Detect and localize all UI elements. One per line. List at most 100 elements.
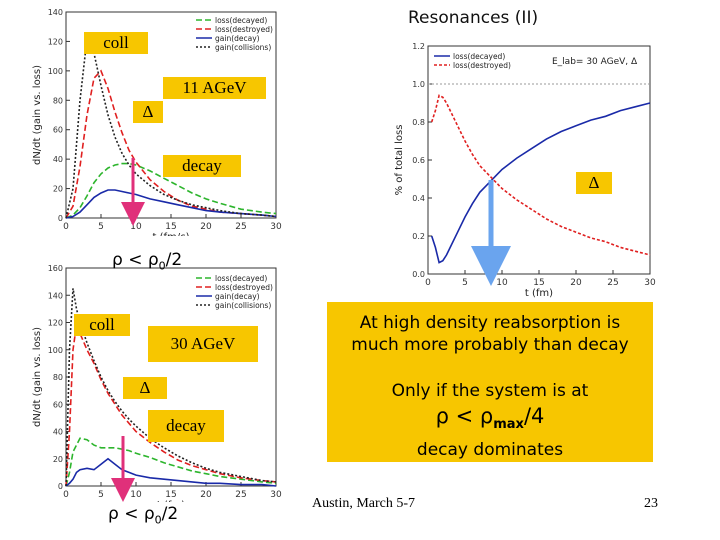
- x-axis-label: t (fm/c): [152, 232, 189, 236]
- density-condition-top: ρ < ρ0/2: [112, 250, 182, 272]
- y-tick-label: 0.4: [412, 194, 425, 203]
- x-tick-label: 0: [425, 278, 431, 288]
- delta-label-bottom: Δ: [123, 377, 167, 399]
- legend-label: gain(collisions): [215, 301, 271, 310]
- chart-30agev: 0 5 10 15 20 25 30 0 20 40 60 80 100 120 140 160 dN/dt (…: [32, 264, 282, 502]
- x-tick-label: 30: [644, 278, 656, 288]
- y-tick-label: 100: [48, 67, 63, 76]
- message-rho-text: ρ < ρ: [435, 404, 494, 428]
- delta-label-right: Δ: [576, 172, 612, 194]
- y-axis-label: dN/dt (gain vs. loss): [32, 65, 43, 165]
- series-line-lossdestroyed: [430, 94, 651, 256]
- y-tick-label: 120: [48, 319, 63, 328]
- y-tick-label: 60: [53, 400, 63, 409]
- page-number: 23: [644, 496, 658, 511]
- y-tick-label: 120: [48, 37, 63, 46]
- message-line-2: much more probably than decay: [351, 335, 629, 355]
- y-tick-label: 140: [48, 291, 63, 300]
- coll-label-top: coll: [84, 32, 148, 54]
- legend-label: gain(collisions): [215, 43, 271, 52]
- y-tick-label: 1.2: [412, 42, 425, 51]
- y-axis-label: dN/dt (gain vs. loss): [32, 327, 43, 427]
- x-tick-label: 15: [165, 222, 176, 232]
- x-tick-label: 10: [130, 222, 142, 232]
- x-tick-label: 15: [165, 490, 176, 500]
- plot-frame: [65, 267, 277, 487]
- density-condition-text: ρ < ρ: [112, 250, 159, 270]
- y-tick-label: 0.6: [412, 156, 425, 165]
- density-condition-sub: 0: [158, 259, 166, 273]
- message-line-4: ρ < ρmax/4: [327, 402, 653, 439]
- y-tick-label: 60: [53, 126, 63, 135]
- density-condition-sub: 0: [154, 513, 162, 527]
- y-tick-label: 40: [53, 155, 63, 164]
- series-line-lossdecayed: [430, 102, 651, 264]
- message-rho-suffix: /4: [523, 404, 545, 428]
- y-tick-label: 20: [53, 185, 63, 194]
- series-line-lossdecayed: [65, 437, 277, 487]
- chart-percent-loss: 0 5 10 15 20 25 300.00.20.40.60.81.01.2% of to…: [394, 42, 656, 299]
- chart-annotation: E_lab= 30 AGeV, Δ: [552, 57, 638, 67]
- x-tick-label: 20: [200, 222, 212, 232]
- x-axis-label: t (fm): [525, 288, 553, 299]
- x-tick-label: 5: [98, 490, 104, 500]
- message-line-3: Only if the system is at: [391, 381, 589, 401]
- energy-label-top: 11 AGeV: [163, 77, 266, 99]
- x-axis-label: t (fm): [157, 500, 185, 502]
- x-tick-label: 25: [235, 490, 246, 500]
- message-line-5: decay dominates: [416, 440, 564, 461]
- y-tick-label: 0.8: [412, 118, 425, 127]
- message-rho-sub: max: [493, 417, 524, 433]
- conclusion-box: At high density reabsorption is much mor…: [327, 302, 653, 462]
- y-tick-label: 140: [48, 8, 63, 17]
- density-condition-bottom: ρ < ρ0/2: [108, 504, 178, 526]
- x-tick-label: 10: [130, 490, 142, 500]
- decay-label-top: decay: [163, 155, 241, 177]
- density-condition-suffix: /2: [161, 504, 179, 524]
- series-line-gaindecay: [65, 457, 277, 487]
- legend-label: gain(decay): [215, 292, 260, 301]
- y-tick-label: 0.2: [412, 232, 425, 241]
- energy-label-bottom: 30 AGeV: [148, 326, 258, 362]
- decay-label-bottom: decay: [148, 410, 224, 442]
- x-tick-label: 5: [98, 222, 104, 232]
- x-tick-label: 0: [63, 490, 69, 500]
- legend-label: loss(destroyed): [215, 25, 273, 34]
- legend-label: loss(decayed): [453, 52, 505, 61]
- x-tick-label: 30: [270, 490, 282, 500]
- x-tick-label: 25: [607, 278, 618, 288]
- delta-label-top: Δ: [133, 101, 163, 123]
- density-condition-text: ρ < ρ: [108, 504, 155, 524]
- message-line-1: At high density reabsorption is: [359, 313, 621, 333]
- y-tick-label: 0: [58, 482, 63, 491]
- y-tick-label: 160: [48, 264, 63, 273]
- legend-label: loss(decayed): [215, 16, 267, 25]
- y-tick-label: 0: [58, 214, 63, 223]
- coll-label-bottom: coll: [74, 314, 130, 336]
- y-axis-label: % of total loss: [394, 125, 405, 196]
- x-tick-label: 20: [570, 278, 582, 288]
- y-tick-label: 1.0: [412, 80, 425, 89]
- legend-label: loss(destroyed): [453, 61, 511, 70]
- y-tick-label: 80: [53, 373, 63, 382]
- y-tick-label: 40: [53, 428, 63, 437]
- series-line-lossdestroyed: [65, 69, 277, 219]
- x-tick-label: 5: [462, 278, 468, 288]
- legend-label: loss(destroyed): [215, 283, 273, 292]
- y-tick-label: 80: [53, 96, 63, 105]
- slide-title: Resonances (II): [408, 8, 539, 28]
- y-tick-label: 100: [48, 346, 63, 355]
- x-tick-label: 15: [533, 278, 544, 288]
- y-tick-label: 0.0: [412, 270, 425, 279]
- y-tick-label: 20: [53, 455, 63, 464]
- x-tick-label: 20: [200, 490, 212, 500]
- x-tick-label: 0: [63, 222, 69, 232]
- x-tick-label: 30: [270, 222, 282, 232]
- x-tick-label: 25: [235, 222, 246, 232]
- density-condition-suffix: /2: [165, 250, 183, 270]
- chart-11agev: 0 5 10 15 20 25 30 0 20 40 60 80 100 120 140 dN/dt (gai…: [32, 8, 282, 236]
- footer-citation: Austin, March 5-7: [312, 496, 416, 511]
- legend-label: loss(decayed): [215, 274, 267, 283]
- legend-label: gain(decay): [215, 34, 260, 43]
